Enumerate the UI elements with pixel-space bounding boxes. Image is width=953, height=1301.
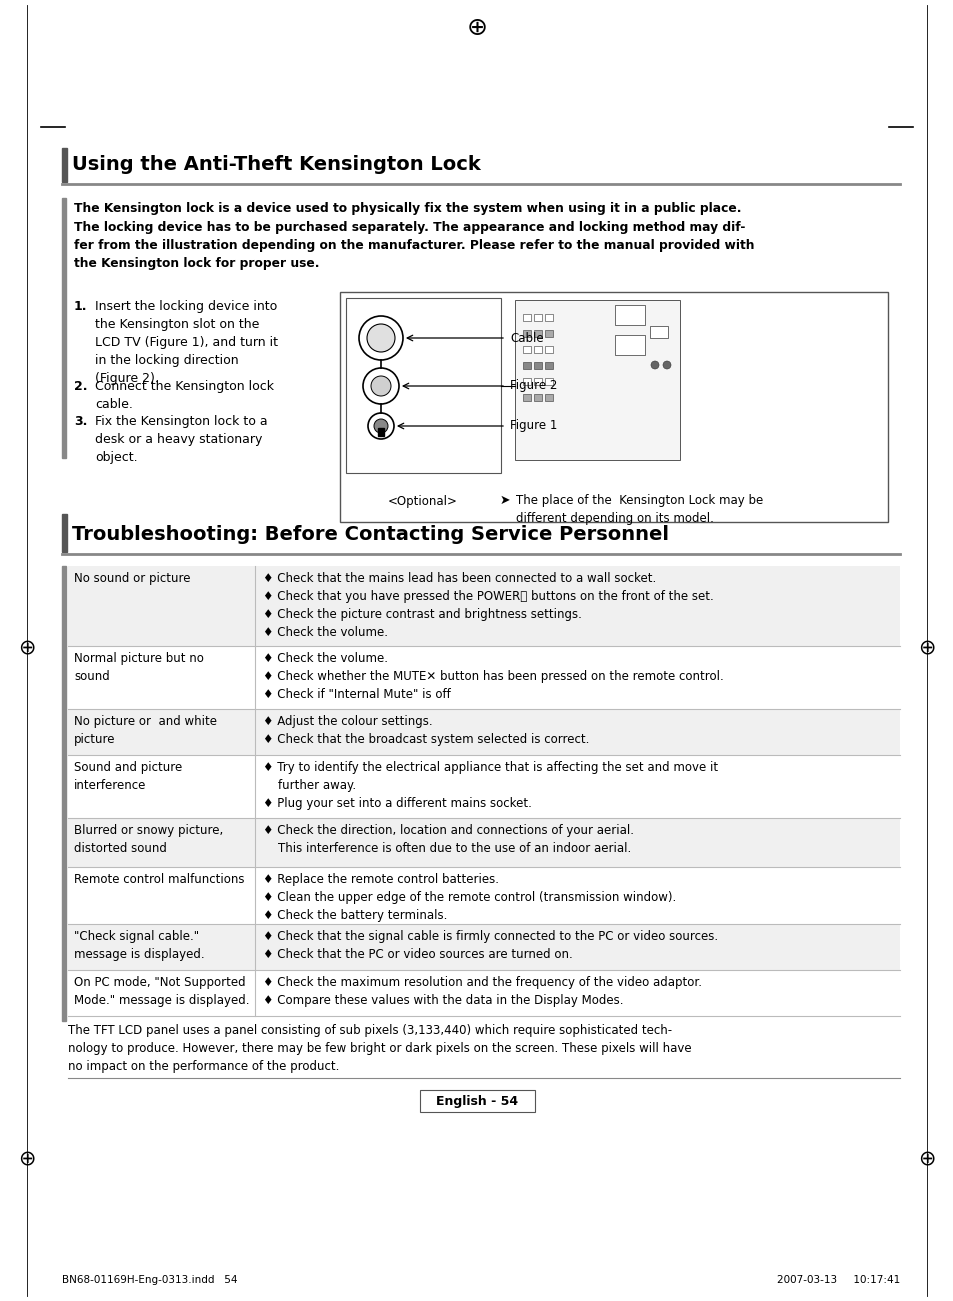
Bar — [68, 709, 899, 755]
Bar — [544, 362, 553, 369]
Circle shape — [368, 412, 394, 438]
Bar — [615, 304, 644, 325]
Circle shape — [367, 324, 395, 353]
Text: 3.: 3. — [74, 415, 88, 428]
Bar — [534, 330, 541, 337]
Text: Blurred or snowy picture,
distorted sound: Blurred or snowy picture, distorted soun… — [74, 824, 223, 855]
Text: ⊕: ⊕ — [18, 1147, 35, 1168]
Bar — [377, 428, 384, 436]
Circle shape — [650, 360, 659, 369]
Text: Troubleshooting: Before Contacting Service Personnel: Troubleshooting: Before Contacting Servi… — [71, 524, 668, 544]
Text: 2007-03-13     10:17:41: 2007-03-13 10:17:41 — [776, 1275, 899, 1285]
Text: ♦ Adjust the colour settings.
♦ Check that the broadcast system selected is corr: ♦ Adjust the colour settings. ♦ Check th… — [263, 716, 589, 745]
Text: The Kensington lock is a device used to physically fix the system when using it : The Kensington lock is a device used to … — [74, 202, 754, 271]
Bar — [62, 566, 66, 1021]
Text: On PC mode, "Not Supported
Mode." message is displayed.: On PC mode, "Not Supported Mode." messag… — [74, 976, 250, 1007]
Text: <Optional>: <Optional> — [388, 496, 457, 509]
Bar — [419, 1090, 535, 1112]
Bar — [68, 647, 899, 709]
Bar — [544, 346, 553, 353]
Bar — [544, 330, 553, 337]
Text: Connect the Kensington lock
cable.: Connect the Kensington lock cable. — [95, 380, 274, 411]
Bar — [68, 566, 899, 647]
Bar — [534, 394, 541, 401]
Circle shape — [358, 316, 402, 360]
Text: No sound or picture: No sound or picture — [74, 572, 191, 585]
Bar — [62, 198, 66, 458]
Text: English - 54: English - 54 — [436, 1094, 517, 1107]
Text: Fix the Kensington lock to a
desk or a heavy stationary
object.: Fix the Kensington lock to a desk or a h… — [95, 415, 268, 464]
Text: ⊕: ⊕ — [918, 637, 935, 657]
Bar — [68, 866, 899, 924]
Bar — [534, 379, 541, 385]
Text: ♦ Try to identify the electrical appliance that is affecting the set and move it: ♦ Try to identify the electrical applian… — [263, 761, 718, 811]
Circle shape — [363, 368, 398, 405]
Text: ➤: ➤ — [499, 494, 510, 507]
Text: ⊕: ⊕ — [466, 16, 487, 40]
Text: ♦ Check that the signal cable is firmly connected to the PC or video sources.
♦ : ♦ Check that the signal cable is firmly … — [263, 930, 718, 961]
Bar — [68, 818, 899, 866]
Text: ♦ Check the direction, location and connections of your aerial.
    This interfe: ♦ Check the direction, location and conn… — [263, 824, 634, 855]
Text: Sound and picture
interference: Sound and picture interference — [74, 761, 182, 792]
Bar — [62, 148, 67, 182]
Circle shape — [662, 360, 670, 369]
Text: ♦ Check that the mains lead has been connected to a wall socket.
♦ Check that yo: ♦ Check that the mains lead has been con… — [263, 572, 713, 639]
Text: ⊕: ⊕ — [18, 637, 35, 657]
Bar — [544, 394, 553, 401]
Bar — [522, 362, 531, 369]
Text: ♦ Check the maximum resolution and the frequency of the video adaptor.
♦ Compare: ♦ Check the maximum resolution and the f… — [263, 976, 701, 1007]
Bar — [68, 924, 899, 971]
Text: ♦ Replace the remote control batteries.
♦ Clean the upper edge of the remote con: ♦ Replace the remote control batteries. … — [263, 873, 676, 922]
Bar — [68, 971, 899, 1016]
Bar — [62, 514, 67, 552]
Text: The place of the  Kensington Lock may be
different depending on its model.: The place of the Kensington Lock may be … — [516, 494, 762, 526]
Bar — [515, 301, 679, 461]
Bar — [544, 314, 553, 321]
Text: Figure 1: Figure 1 — [510, 419, 557, 432]
Bar — [534, 346, 541, 353]
Bar — [649, 327, 667, 338]
Text: 1.: 1. — [74, 301, 88, 314]
Bar — [522, 314, 531, 321]
Bar — [544, 379, 553, 385]
Bar — [346, 298, 500, 474]
Text: Cable: Cable — [510, 332, 543, 345]
Text: ⊕: ⊕ — [918, 1147, 935, 1168]
Bar — [522, 379, 531, 385]
Text: Using the Anti-Theft Kensington Lock: Using the Anti-Theft Kensington Lock — [71, 156, 480, 174]
Text: The TFT LCD panel uses a panel consisting of sub pixels (3,133,440) which requir: The TFT LCD panel uses a panel consistin… — [68, 1024, 691, 1073]
Bar — [339, 291, 887, 522]
Text: Figure 2: Figure 2 — [510, 380, 557, 393]
Bar — [522, 394, 531, 401]
Text: "Check signal cable."
message is displayed.: "Check signal cable." message is display… — [74, 930, 204, 961]
Bar — [522, 346, 531, 353]
Text: Normal picture but no
sound: Normal picture but no sound — [74, 652, 204, 683]
Circle shape — [371, 376, 391, 396]
Text: BN68-01169H-Eng-0313.indd   54: BN68-01169H-Eng-0313.indd 54 — [62, 1275, 237, 1285]
Text: No picture or  and white
picture: No picture or and white picture — [74, 716, 216, 745]
Text: ♦ Check the volume.
♦ Check whether the MUTE✕ button has been pressed on the rem: ♦ Check the volume. ♦ Check whether the … — [263, 652, 723, 701]
Bar — [68, 755, 899, 818]
Bar — [615, 334, 644, 355]
Bar — [522, 330, 531, 337]
Text: 2.: 2. — [74, 380, 88, 393]
Circle shape — [374, 419, 388, 433]
Bar — [534, 362, 541, 369]
Text: Insert the locking device into
the Kensington slot on the
LCD TV (Figure 1), and: Insert the locking device into the Kensi… — [95, 301, 277, 385]
Bar — [534, 314, 541, 321]
Text: Remote control malfunctions: Remote control malfunctions — [74, 873, 244, 886]
